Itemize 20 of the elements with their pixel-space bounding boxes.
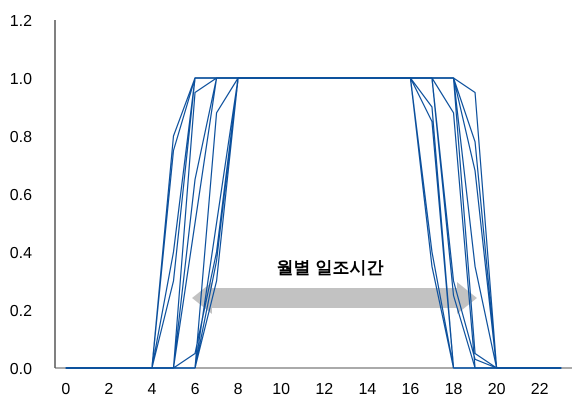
x-tick-label: 18 — [444, 381, 463, 398]
y-tick-label: 1.0 — [10, 71, 32, 88]
x-tick-label: 8 — [234, 381, 243, 398]
annotation: 월별 일조시간 — [276, 258, 384, 277]
x-tick-label: 4 — [147, 381, 156, 398]
x-tick-label: 0 — [61, 381, 70, 398]
x-tick-label: 10 — [272, 381, 290, 398]
x-tick-label: 2 — [104, 381, 114, 398]
x-tick-label: 20 — [488, 381, 506, 398]
x-tick-label: 16 — [402, 381, 420, 398]
y-tick-label: 0.4 — [10, 245, 32, 262]
y-tick-label: 1.2 — [10, 13, 32, 30]
y-tick-label: 0.2 — [10, 303, 32, 320]
y-tick-label: 0.0 — [10, 361, 32, 378]
x-tick-label: 22 — [530, 381, 549, 398]
x-tick-label: 12 — [315, 381, 334, 398]
y-tick-label: 0.6 — [10, 187, 32, 204]
x-tick-label: 14 — [358, 381, 376, 398]
y-tick-label: 0.8 — [10, 129, 32, 146]
x-tick-label: 6 — [190, 381, 200, 398]
